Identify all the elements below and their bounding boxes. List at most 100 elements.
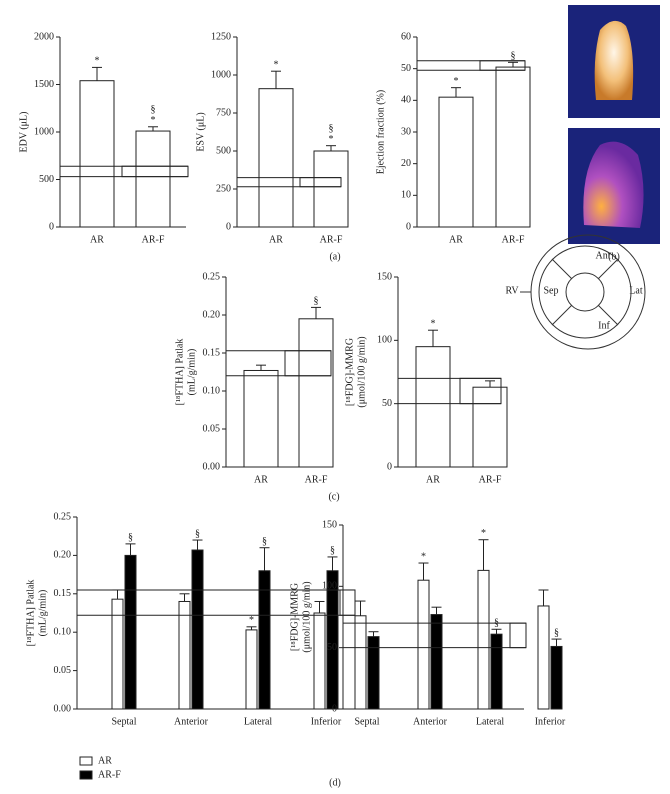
bar [537,605,550,710]
x-tick-label: Septal [112,716,137,727]
y-tick-label: 0.05 [203,423,221,434]
y-tick-label: 1000 [34,126,54,137]
x-tick-label: Septal [355,716,380,727]
y-tick-label: 0.20 [203,309,221,320]
x-tick-label: AR [90,234,104,245]
normal-range-box [459,377,502,405]
y-axis-label: (μmol/100 g/min) [356,336,367,407]
x-tick-label: Anterior [413,716,448,727]
y-axis-label: EDV (μL) [18,111,29,152]
rv-label: RV [505,285,519,296]
x-tick-label: AR [426,474,440,485]
legend-label: AR-F [98,769,121,780]
x-tick-label: Inferior [535,716,566,727]
y-tick-label: 1250 [211,31,231,42]
normal-range-box [479,60,526,71]
panel-label: (a) [329,251,340,262]
bar [245,629,258,710]
normal-range-box [509,622,527,649]
bar [191,549,204,710]
annotation: § [314,296,319,307]
bar [430,614,443,710]
x-tick-label: Inferior [311,716,342,727]
y-tick-label: 40 [401,95,411,106]
panel-label: (d) [329,777,341,788]
y-tick-label: 0 [332,703,337,714]
bar [495,66,531,228]
bar [313,612,326,710]
y-axis-label: (mL/g/min) [37,590,48,637]
x-tick-label: AR-F [320,234,343,245]
y-tick-label: 0 [387,461,392,472]
legend-swatch [79,756,93,766]
legend-label: AR [98,755,112,766]
y-tick-label: 100 [377,335,392,346]
bar [415,346,451,468]
annotation: § [128,532,133,543]
y-tick-label: 0.10 [54,626,72,637]
bar [111,598,124,710]
y-tick-label: 250 [216,183,231,194]
x-tick-label: AR-F [142,234,165,245]
y-tick-label: 500 [39,174,54,185]
y-tick-label: 50 [327,642,337,653]
annotation: * [481,528,486,539]
y-tick-label: 0 [49,221,54,232]
annotation: * [274,59,279,70]
annotation: * [95,56,100,67]
y-tick-label: 0.20 [54,550,72,561]
y-axis-label: [¹⁸FDG]-MMRG [289,583,300,651]
x-tick-label: Anterior [174,716,209,727]
bar [313,150,349,228]
segment-label: Sep [544,285,559,296]
x-tick-label: AR-F [479,474,502,485]
y-tick-label: 30 [401,126,411,137]
bar [258,88,294,228]
y-tick-label: 0.25 [203,271,221,282]
bar [258,570,271,710]
y-tick-label: 150 [377,271,392,282]
bar [417,579,430,710]
x-tick-label: AR-F [305,474,328,485]
segment-label: Ant [596,250,611,261]
y-tick-label: 0 [226,221,231,232]
bar [550,645,563,710]
y-tick-label: 0.15 [54,588,72,599]
bar [477,569,490,710]
x-tick-label: AR [254,474,268,485]
normal-range-box [284,350,332,377]
y-tick-label: 20 [401,158,411,169]
segment-label: Lat [629,285,643,296]
y-tick-label: 0.00 [203,461,221,472]
normal-range-box [121,165,189,178]
annotation: § [330,545,335,556]
y-tick-label: 0.10 [203,385,221,396]
annotation: * [151,115,156,126]
x-tick-label: Lateral [476,716,505,727]
y-tick-label: 0 [406,221,411,232]
bar [79,80,115,228]
annotation: § [554,627,559,638]
annotation: § [151,104,156,115]
heart-image-1 [568,5,660,118]
bar [298,318,334,468]
y-axis-label: [¹⁸FDG]-MMRG [344,338,355,406]
bar [472,386,508,468]
segment-label: Inf [598,320,610,331]
heart-image-2 [568,128,660,244]
annotation: * [249,615,254,626]
bar [178,600,191,710]
y-tick-label: 60 [401,31,411,42]
y-tick-label: 2000 [34,31,54,42]
bullseye [520,234,646,350]
y-tick-label: 0.25 [54,511,72,522]
annotation: * [421,551,426,562]
y-tick-label: 0.05 [54,665,72,676]
y-tick-label: 50 [382,398,392,409]
annotation: § [511,51,516,62]
y-axis-label: [¹⁸FTHA] Patlak [25,580,36,647]
bar [243,369,279,468]
panel-label: (c) [328,491,339,502]
y-axis-label: Ejection fraction (%) [375,90,386,174]
y-tick-label: 500 [216,145,231,156]
